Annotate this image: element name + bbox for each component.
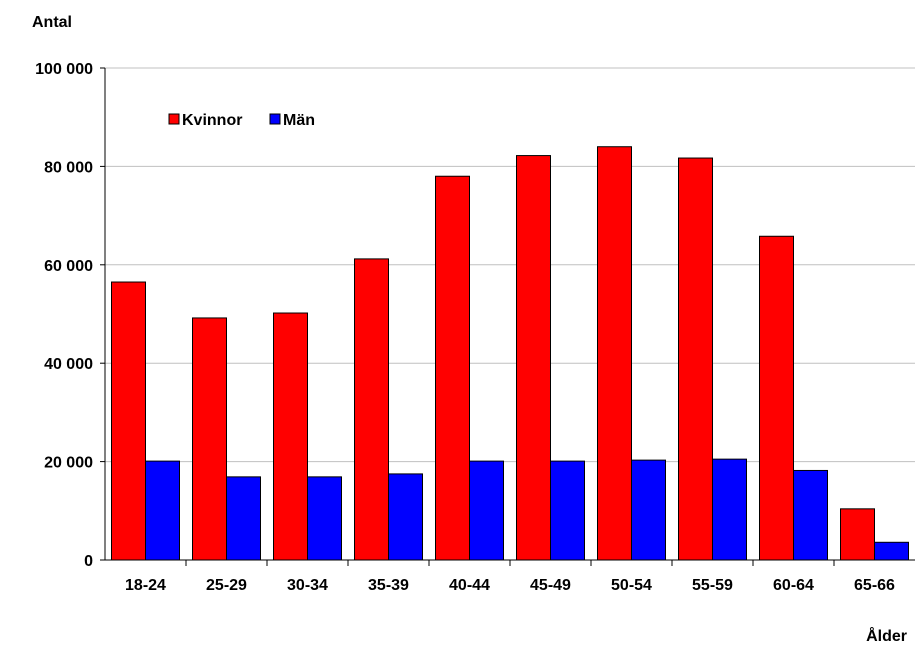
- x-tick-label: 50-54: [611, 577, 652, 594]
- bar-kvinnor-18-24: [111, 281, 146, 561]
- x-tick-label: 65-66: [854, 577, 895, 594]
- bar-m-n-55-59: [712, 458, 747, 561]
- legend: Kvinnor Män: [168, 112, 315, 129]
- x-tick-label: 18-24: [125, 577, 166, 594]
- y-tick-label: 80 000: [44, 159, 93, 176]
- x-axis-title: Ålder: [866, 626, 907, 645]
- bar-m-n-45-49: [550, 460, 585, 561]
- bar-kvinnor-55-59: [678, 157, 713, 561]
- legend-swatch-kvinnor: [168, 113, 180, 125]
- bar-m-n-35-39: [388, 473, 423, 561]
- y-tick-label: 100 000: [35, 61, 93, 78]
- bars: [111, 146, 909, 561]
- y-tick-label: 40 000: [44, 356, 93, 373]
- y-tick-label: 0: [84, 553, 93, 570]
- bar-m-n-30-34: [307, 476, 342, 561]
- legend-swatch-man: [269, 113, 281, 125]
- x-tick-label: 45-49: [530, 577, 571, 594]
- bar-kvinnor-45-49: [516, 155, 551, 561]
- y-tick-label: 60 000: [44, 258, 93, 275]
- bar-m-n-60-64: [793, 469, 828, 561]
- bar-kvinnor-25-29: [192, 317, 227, 561]
- x-tick-label: 55-59: [692, 577, 733, 594]
- bar-kvinnor-60-64: [759, 235, 794, 561]
- bar-kvinnor-35-39: [354, 258, 389, 561]
- x-tick-label: 35-39: [368, 577, 409, 594]
- bar-m-n-40-44: [469, 460, 504, 561]
- x-axis-ticks: 18-24 25-29 30-34 35-39 40-44 45-49 50-54 55-59…: [125, 560, 895, 594]
- bar-kvinnor-30-34: [273, 312, 308, 561]
- bar-kvinnor-40-44: [435, 175, 470, 561]
- y-tick-label: 20 000: [44, 455, 93, 472]
- bar-kvinnor-65-66: [840, 508, 875, 561]
- y-axis-ticks: 0 20 000 40 000 60 000 80 000 100 000: [35, 61, 105, 570]
- x-tick-label: 40-44: [449, 577, 490, 594]
- legend-label-man: Män: [283, 112, 315, 129]
- y-axis-title: Antal: [32, 14, 72, 31]
- bar-m-n-25-29: [226, 476, 261, 561]
- bar-m-n-65-66: [874, 541, 909, 561]
- x-tick-label: 25-29: [206, 577, 247, 594]
- bar-m-n-18-24: [145, 460, 180, 561]
- x-tick-label: 30-34: [287, 577, 328, 594]
- x-tick-label: 60-64: [773, 577, 814, 594]
- legend-label-kvinnor: Kvinnor: [182, 112, 242, 129]
- bar-m-n-50-54: [631, 459, 666, 561]
- bar-kvinnor-50-54: [597, 146, 632, 561]
